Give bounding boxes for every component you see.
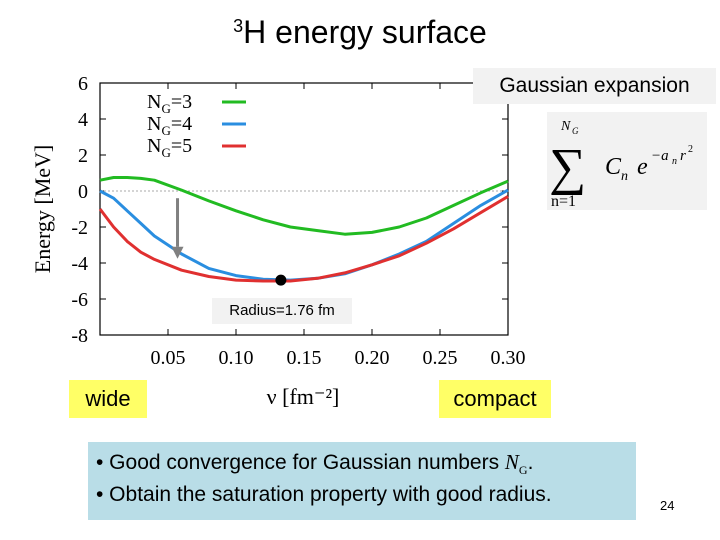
exp-variable: r: [680, 148, 686, 164]
notes-box: • Good convergence for Gaussian numbers …: [88, 442, 636, 520]
sum-upper-sub: G: [572, 126, 579, 136]
sigma-symbol: ∑: [549, 139, 586, 196]
gaussian-expansion-label: Gaussian expansion: [473, 68, 716, 104]
series-line-ng3: [99, 176, 509, 236]
y-tick-label: -8: [71, 325, 88, 347]
y-tick-label: -2: [71, 217, 88, 239]
coefficient-sub: n: [621, 169, 628, 184]
sum-lower-limit: n=1: [551, 193, 576, 210]
legend-entry-label: NG=5: [147, 135, 192, 160]
y-tick-label: -6: [71, 289, 88, 311]
x-tick-label: 0.20: [355, 347, 390, 369]
coefficient: C: [605, 154, 622, 180]
y-tick-label: 0: [78, 181, 88, 203]
y-tick-label: -4: [71, 253, 88, 275]
plot-frame: [99, 82, 509, 336]
x-tick-label: 0.10: [219, 347, 254, 369]
annotation-layer: [171, 198, 287, 286]
legend-entry-label: NG=3: [147, 91, 192, 116]
y-tick-label: 2: [78, 145, 88, 167]
x-tick-label: 0.30: [491, 347, 526, 369]
radius-label: Radius=1.76 fm: [212, 298, 352, 324]
x-tick-label: 0.25: [423, 347, 458, 369]
y-axis-label: Energy [MeV]: [30, 145, 55, 274]
compact-tag: compact: [439, 380, 551, 418]
x-tick-label: 0.15: [287, 347, 322, 369]
legend-layer: NG=3NG=4NG=5: [147, 91, 246, 160]
page-number: 24: [660, 498, 675, 513]
minimum-marker: [275, 274, 287, 286]
wide-tag: wide: [69, 380, 147, 418]
gaussian-sum-formula: N G ∑ n=1 C n e −a n r 2: [547, 112, 707, 210]
x-axis-label: ν [fm⁻²]: [267, 384, 340, 409]
axes-layer: 6 4 2 0 -2 -4 -6 -8 0.05 0.10 0.15 0.20 0.25 0.30 Ener…: [30, 73, 526, 409]
sum-upper-limit: N: [560, 119, 571, 134]
bullet-saturation: • Obtain the saturation property with go…: [96, 483, 552, 506]
title-text: H energy surface: [243, 14, 487, 50]
exp-coefficient-sub: n: [672, 156, 677, 167]
exp-coefficient: −a: [651, 148, 669, 164]
y-tick-label: 4: [78, 109, 88, 131]
exp-base: e: [637, 154, 648, 180]
down-arrow-head: [171, 246, 184, 259]
slide-title: 3H energy surface: [0, 14, 720, 51]
exp-power: 2: [688, 144, 693, 155]
x-tick-label: 0.05: [151, 347, 186, 369]
legend-entry-label: NG=4: [147, 113, 192, 138]
y-tick-label: 6: [78, 73, 88, 95]
title-superscript: 3: [233, 16, 244, 36]
bullet-convergence: • Good convergence for Gaussian numbers …: [96, 450, 534, 478]
